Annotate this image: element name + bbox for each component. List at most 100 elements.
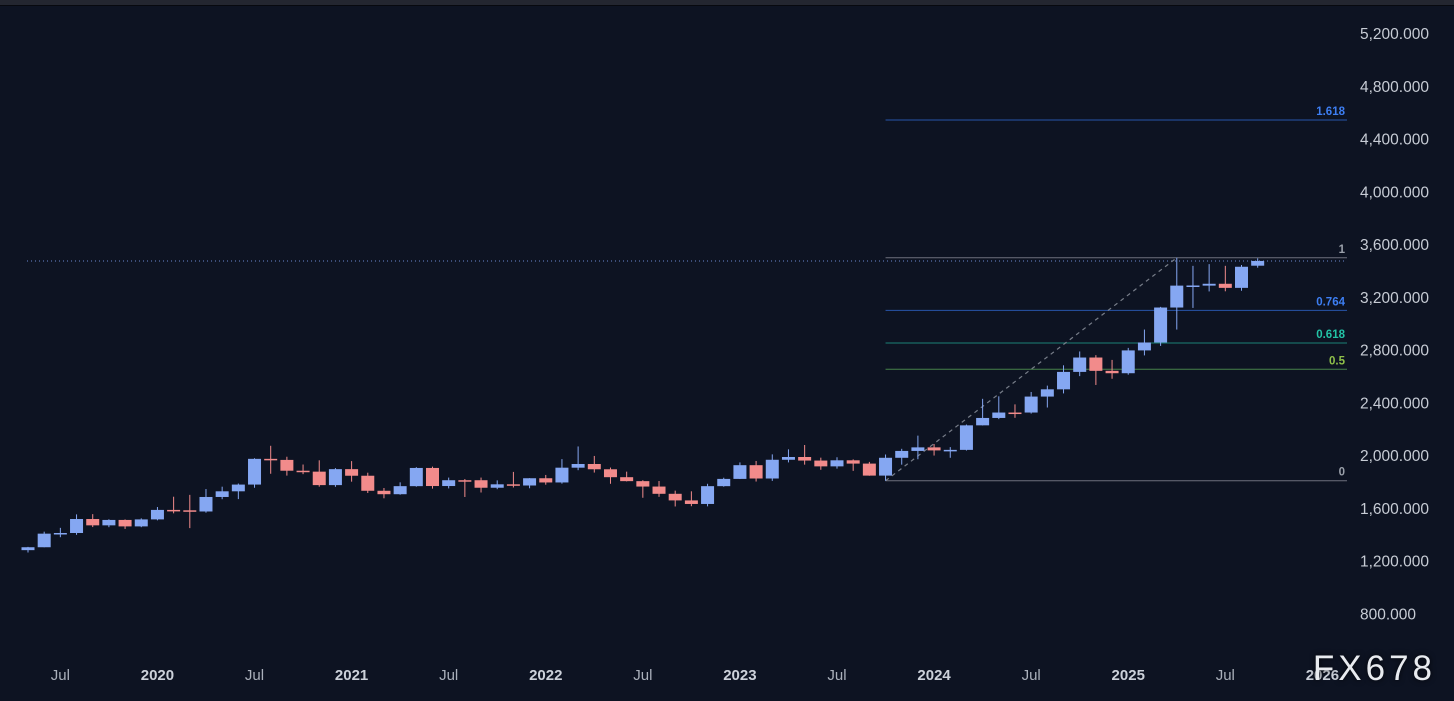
candle-2020-03[interactable] <box>183 510 197 512</box>
candle-2021-03[interactable] <box>377 490 391 495</box>
window-top-strip <box>0 0 1454 6</box>
candle-2025-02[interactable] <box>1137 342 1151 351</box>
candle-2020-05[interactable] <box>215 491 229 497</box>
candle-2020-12[interactable] <box>328 469 342 486</box>
x-axis-label: 2026 <box>1306 667 1339 684</box>
candle-2024-03[interactable] <box>959 425 973 450</box>
candle-2025-01[interactable] <box>1121 350 1135 374</box>
candle-2023-08[interactable] <box>846 460 860 464</box>
candle-2024-11[interactable] <box>1089 357 1103 371</box>
candle-2019-09[interactable] <box>86 519 100 526</box>
candle-2022-06[interactable] <box>620 477 634 482</box>
candle-2021-01[interactable] <box>345 469 359 476</box>
candle-2022-07[interactable] <box>636 481 650 487</box>
candle-2024-07[interactable] <box>1024 396 1038 413</box>
candle-2024-01[interactable] <box>927 447 941 451</box>
trendline[interactable] <box>885 257 1178 482</box>
candle-2019-12[interactable] <box>134 519 148 527</box>
candle-2020-02[interactable] <box>167 509 181 512</box>
candle-2022-05[interactable] <box>603 469 617 478</box>
candle-2024-12[interactable] <box>1105 370 1119 374</box>
candle-2025-03[interactable] <box>1154 307 1168 343</box>
candle-2022-04[interactable] <box>587 463 601 470</box>
candle-2021-06[interactable] <box>426 467 439 487</box>
candle-2021-09[interactable] <box>474 480 488 488</box>
candle-2022-08[interactable] <box>652 486 666 494</box>
candle-2022-02[interactable] <box>555 467 569 483</box>
watermark-fx678: FX678 <box>1312 649 1436 688</box>
candle-2024-02[interactable] <box>943 449 957 452</box>
candle-2021-02[interactable] <box>361 475 375 491</box>
y-axis-label: 800.000 <box>1360 607 1416 624</box>
y-axis-label: 2,400.000 <box>1360 395 1429 412</box>
candle-2019-05[interactable] <box>21 547 35 551</box>
x-axis-label: Jul <box>633 667 652 684</box>
fib-label-1.618: 1.618 <box>1316 106 1345 118</box>
candle-2023-07[interactable] <box>830 460 844 467</box>
candle-2025-08[interactable] <box>1235 266 1248 288</box>
candle-2022-01[interactable] <box>539 478 553 483</box>
candle-2021-04[interactable] <box>393 486 407 495</box>
y-axis-label: 1,600.000 <box>1360 501 1429 518</box>
y-axis-label: 2,000.000 <box>1360 448 1429 465</box>
candle-2023-01[interactable] <box>733 465 747 479</box>
candle-2024-05[interactable] <box>992 412 1006 418</box>
candle-2021-07[interactable] <box>442 480 456 487</box>
candle-2020-04[interactable] <box>199 496 213 512</box>
candle-2022-03[interactable] <box>571 463 585 468</box>
candle-2020-01[interactable] <box>150 509 164 520</box>
candle-2025-07[interactable] <box>1218 283 1232 288</box>
candle-2020-08[interactable] <box>264 458 278 461</box>
fib-label-1: 1 <box>1339 244 1346 256</box>
candle-2025-06[interactable] <box>1202 283 1216 286</box>
candle-2024-10[interactable] <box>1073 357 1087 372</box>
x-axis-label: Jul <box>1216 667 1235 684</box>
candle-2020-06[interactable] <box>231 484 245 492</box>
candle-2021-12[interactable] <box>523 478 537 486</box>
candle-2025-09[interactable] <box>1251 260 1265 266</box>
candle-2021-10[interactable] <box>490 484 504 488</box>
x-axis-label: Jul <box>51 667 70 684</box>
x-axis-label: Jul <box>1022 667 1041 684</box>
y-axis-label: 3,200.000 <box>1360 290 1429 307</box>
candle-2022-12[interactable] <box>717 478 731 487</box>
y-axis-label: 4,800.000 <box>1360 79 1429 96</box>
candle-2022-10[interactable] <box>684 500 698 504</box>
candle-2021-05[interactable] <box>409 467 423 487</box>
candle-2022-11[interactable] <box>701 486 715 504</box>
candle-2021-08[interactable] <box>458 480 472 482</box>
y-axis-label: 1,200.000 <box>1360 554 1429 571</box>
candle-2025-04[interactable] <box>1170 285 1184 308</box>
candle-2019-11[interactable] <box>118 519 132 527</box>
candle-2019-06[interactable] <box>37 533 51 548</box>
candle-2019-08[interactable] <box>70 519 84 533</box>
candle-2023-09[interactable] <box>862 463 876 476</box>
candle-2023-05[interactable] <box>798 457 812 461</box>
candle-2021-11[interactable] <box>506 484 520 486</box>
candle-2020-09[interactable] <box>280 459 294 471</box>
x-axis-label: Jul <box>245 667 264 684</box>
candle-2019-10[interactable] <box>102 519 116 526</box>
candle-2024-06[interactable] <box>1008 412 1022 415</box>
fib-label-0: 0 <box>1339 467 1345 479</box>
candle-2019-07[interactable] <box>53 532 67 535</box>
candle-2020-10[interactable] <box>296 470 310 473</box>
candle-2020-11[interactable] <box>312 471 326 486</box>
candle-2023-11[interactable] <box>895 450 909 458</box>
candle-2023-02[interactable] <box>749 465 763 479</box>
candle-2025-05[interactable] <box>1186 285 1200 287</box>
candle-2022-09[interactable] <box>668 493 682 501</box>
candle-2023-03[interactable] <box>765 459 779 479</box>
candle-2024-09[interactable] <box>1057 371 1071 390</box>
candle-2023-04[interactable] <box>781 457 795 460</box>
candle-2024-08[interactable] <box>1040 389 1054 397</box>
candle-2023-10[interactable] <box>879 457 893 476</box>
y-axis-label: 4,000.000 <box>1360 184 1429 201</box>
candle-2024-04[interactable] <box>976 417 990 426</box>
candle-2020-07[interactable] <box>248 458 262 485</box>
candle-2023-06[interactable] <box>814 460 828 467</box>
candle-2023-12[interactable] <box>911 447 925 451</box>
y-axis-label: 2,800.000 <box>1360 343 1429 360</box>
